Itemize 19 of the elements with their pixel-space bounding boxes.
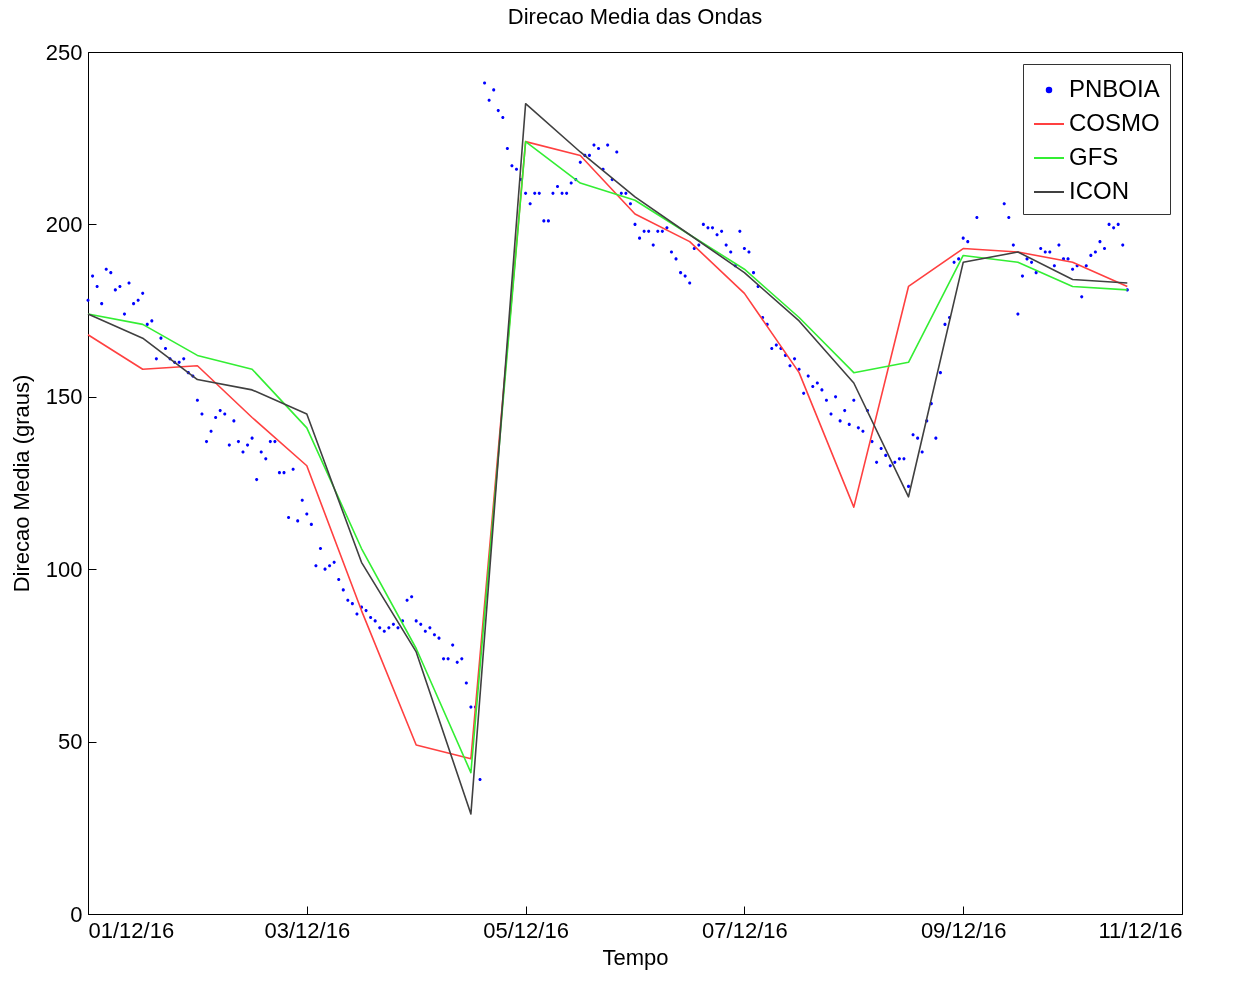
x-tick-label: 05/12/16 bbox=[483, 917, 569, 943]
x-axis-title: Tempo bbox=[602, 944, 669, 970]
x-tick-label: 03/12/16 bbox=[264, 917, 351, 943]
y-tick-label: 250 bbox=[45, 39, 83, 65]
y-tick-label: 200 bbox=[45, 211, 83, 237]
x-tick-label: 09/12/16 bbox=[920, 917, 1007, 943]
legend-label: GFS bbox=[1069, 143, 1119, 170]
y-axis-title: Direcao Media (graus) bbox=[8, 374, 34, 593]
legend-label: PNBOIA bbox=[1069, 75, 1160, 102]
chart-title: Direcao Media das Ondas bbox=[507, 4, 763, 29]
x-tick-label: 07/12/16 bbox=[702, 917, 788, 943]
y-tick-label: 100 bbox=[45, 556, 83, 582]
legend-label: COSMO bbox=[1069, 109, 1160, 136]
y-tick-label: 0 bbox=[70, 901, 83, 927]
x-tick-label: 01/12/16 bbox=[88, 917, 175, 943]
y-tick-label: 50 bbox=[58, 729, 83, 755]
y-tick-label: 150 bbox=[45, 384, 83, 410]
x-tick-label: 11/12/16 bbox=[1098, 917, 1183, 943]
legend-label: ICON bbox=[1069, 177, 1129, 204]
